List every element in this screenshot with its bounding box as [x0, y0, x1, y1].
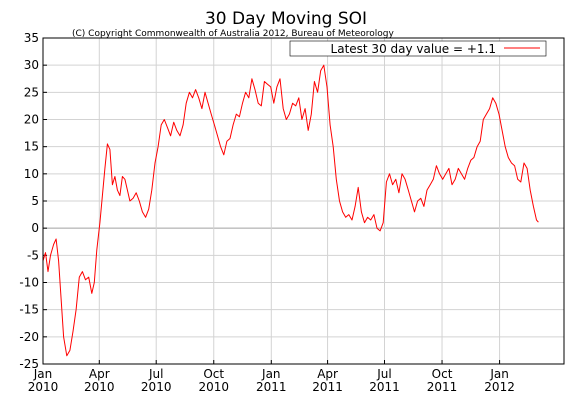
x-tick-year: 2011 — [312, 380, 343, 394]
y-tick-label: 0 — [31, 221, 39, 235]
x-tick-year: 2010 — [141, 380, 172, 394]
copyright-notice: (C) Copyright Commonwealth of Australia … — [72, 29, 395, 39]
x-tick-month: Jul — [376, 367, 391, 381]
y-tick-label: 30 — [24, 58, 39, 72]
x-tick-month: Jan — [489, 367, 509, 381]
x-tick-year: 2010 — [84, 380, 115, 394]
x-tick-year: 2011 — [256, 380, 287, 394]
y-tick-label: 20 — [24, 113, 39, 127]
y-tick-label: -10 — [19, 276, 39, 290]
x-tick-month: Oct — [432, 367, 453, 381]
y-tick-label: 25 — [24, 85, 39, 99]
x-tick-month: Jan — [261, 367, 281, 381]
chart-title: 30 Day Moving SOI — [205, 9, 367, 29]
y-tick-label: -25 — [19, 357, 39, 371]
x-tick-year: 2012 — [484, 380, 515, 394]
legend: Latest 30 day value = +1.1 — [289, 40, 547, 57]
y-tick-label: 35 — [24, 31, 39, 45]
soi-series-line — [42, 64, 539, 357]
x-axis: Jan2010Apr2010Jul2010Oct2010Jan2011Apr20… — [28, 360, 515, 394]
x-tick-year: 2011 — [427, 380, 458, 394]
x-tick-month: Jan — [33, 367, 53, 381]
y-tick-label: 5 — [31, 194, 39, 208]
y-tick-label: 10 — [24, 167, 39, 181]
y-tick-label: -20 — [19, 330, 39, 344]
y-tick-label: -15 — [19, 303, 39, 317]
x-tick-month: Oct — [203, 367, 224, 381]
y-tick-label: 15 — [24, 140, 39, 154]
legend-label: Latest 30 day value = +1.1 — [331, 42, 496, 56]
x-tick-month: Apr — [317, 367, 338, 381]
y-axis: 35 30 25 20 15 10 5 0 -5 -10 -15 -20 -25 — [19, 31, 47, 371]
x-tick-year: 2010 — [198, 380, 229, 394]
grid — [42, 38, 564, 364]
series-layer — [42, 64, 539, 357]
x-tick-year: 2011 — [369, 380, 400, 394]
x-tick-month: Apr — [89, 367, 110, 381]
legend-box — [289, 40, 547, 57]
x-tick-month: Jul — [148, 367, 163, 381]
plot-frame — [42, 37, 565, 365]
y-tick-label: -5 — [27, 248, 39, 262]
x-tick-year: 2010 — [28, 380, 59, 394]
